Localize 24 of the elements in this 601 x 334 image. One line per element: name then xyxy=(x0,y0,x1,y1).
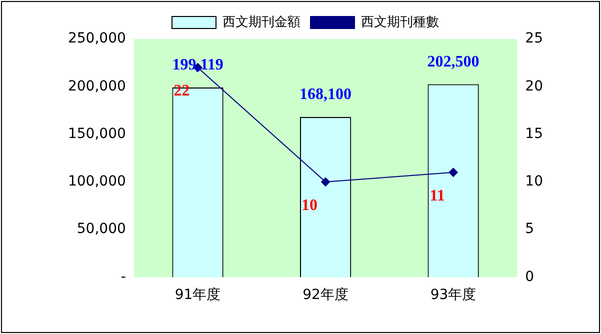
y2-tick-label: 5 xyxy=(525,221,534,238)
y2-tick-label: 25 xyxy=(525,30,544,47)
y-tick-label: 50,000 xyxy=(76,221,126,238)
y-tick-label: 100,000 xyxy=(68,174,126,190)
x-tick-label: 93年度 xyxy=(430,287,476,304)
y2-tick-label: 0 xyxy=(525,268,534,285)
legend-label: 西文期刊金額 xyxy=(222,14,300,30)
y-tick-label: 200,000 xyxy=(68,78,126,94)
y-tick-label: - xyxy=(120,268,126,285)
y-tick-label: 250,000 xyxy=(68,30,126,47)
x-tick-label: 92年度 xyxy=(302,287,348,304)
data-label: 199,119 xyxy=(172,56,224,74)
data-label: 11 xyxy=(430,188,445,205)
y2-tick-label: 15 xyxy=(525,126,544,142)
point xyxy=(321,177,330,186)
y2-tick-label: 10 xyxy=(525,174,544,190)
data-label: 10 xyxy=(302,197,318,214)
data-label: 202,500 xyxy=(427,53,480,70)
x-tick-label: 91年度 xyxy=(174,287,221,304)
y-tick-label: 150,000 xyxy=(68,126,126,142)
y2-tick-label: 20 xyxy=(525,78,544,94)
data-label: 168,100 xyxy=(300,86,352,104)
legend-label: 西文期刊種數 xyxy=(361,14,439,30)
point xyxy=(448,168,458,177)
